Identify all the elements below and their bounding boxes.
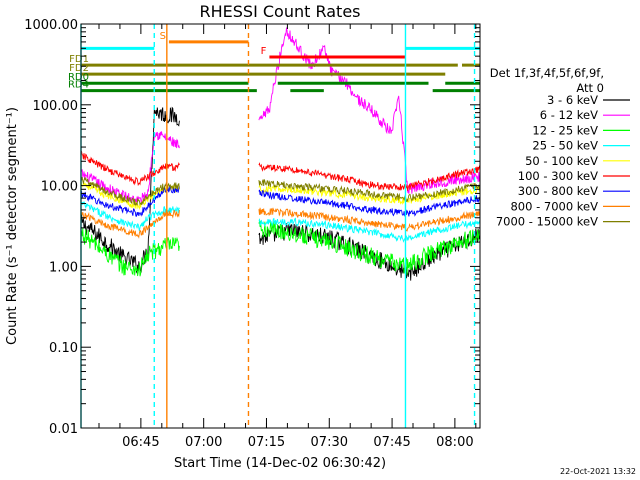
series-line-7	[80, 207, 481, 239]
x-tick-label-1: 07:00	[185, 435, 222, 450]
state-bar-label-3: FD1	[69, 54, 89, 65]
x-axis-ticks: 06:45 07:00 07:15 07:30 07:45 08:00	[98, 24, 477, 450]
legend-label-2: 12 - 25 keV	[532, 123, 598, 137]
legend-label-7: 800 - 7000 keV	[510, 199, 598, 213]
y-tick-label-3: 10.00	[41, 180, 78, 195]
legend-label-3: 25 - 50 keV	[532, 139, 598, 153]
state-bar-label-6: RD4	[68, 80, 89, 91]
series-line-8	[80, 176, 481, 206]
legend-label-6: 300 - 800 keV	[518, 184, 598, 198]
x-tick-label-5: 08:00	[436, 435, 473, 450]
plot-frame	[80, 23, 481, 429]
state-bar-label-2: F	[261, 46, 267, 57]
footer-date: 22-Oct-2021 13:32	[560, 467, 636, 476]
legend-label-0: 3 - 6 keV	[547, 93, 598, 107]
legend-label-4: 50 - 100 keV	[525, 154, 598, 168]
x-tick-label-3: 07:30	[311, 435, 348, 450]
series-line-5	[80, 150, 481, 191]
legend-header-0: Det 1f,3f,4f,5f,6f,9f,	[490, 66, 604, 80]
y-tick-label-4: 100.00	[33, 99, 79, 114]
legend-header-1: Att 0	[576, 81, 604, 95]
y-axis-label: Count Rate (s⁻¹ detector segment⁻¹)	[5, 107, 20, 345]
y-tick-label-2: 1.00	[49, 260, 78, 275]
y-tick-label-5: 1000.00	[24, 18, 78, 33]
state-bar-label-4: FD2	[69, 63, 89, 74]
series-line-0	[80, 106, 481, 281]
series-line-6	[80, 186, 481, 217]
series-line-3	[80, 201, 481, 243]
series-lines	[80, 26, 481, 281]
y-tick-label-1: 0.10	[49, 341, 78, 356]
state-bar-label-5: RD0	[68, 72, 89, 83]
chart-title: RHESSI Count Rates	[200, 2, 361, 21]
x-tick-label-0: 06:45	[122, 435, 159, 450]
legend-label-8: 7000 - 15000 keV	[496, 215, 598, 229]
x-axis-label: Start Time (14-Dec-02 06:30:42)	[174, 456, 386, 471]
series-line-2	[80, 220, 481, 277]
legend-label-5: 100 - 300 keV	[518, 169, 598, 183]
legend-label-1: 6 - 12 keV	[540, 108, 598, 122]
state-bar-label-1: S	[160, 31, 166, 42]
series-line-1	[80, 26, 481, 204]
y-axis-ticks: 0.01 0.10 1.00 10.00 100.00 1000.00	[24, 18, 480, 437]
x-tick-label-4: 07:45	[373, 435, 410, 450]
y-tick-label-0: 0.01	[49, 422, 78, 437]
x-tick-label-2: 07:15	[248, 435, 285, 450]
